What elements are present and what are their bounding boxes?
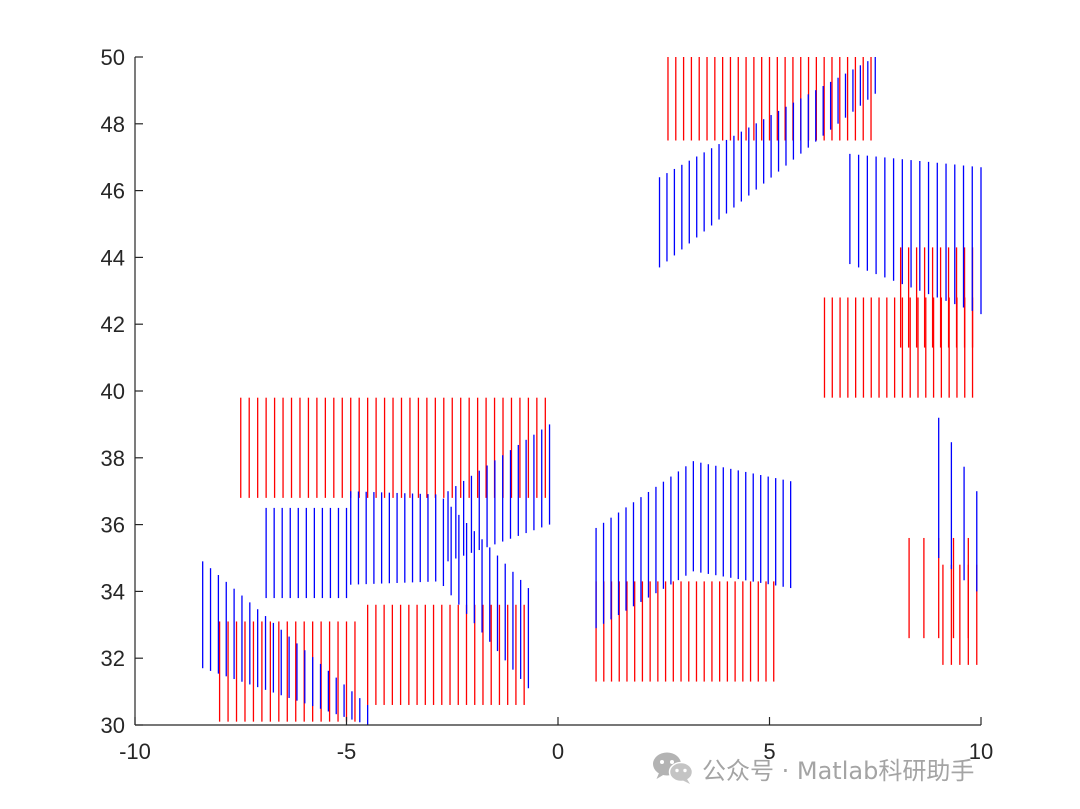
series-red-lower-left-b [366,604,525,705]
y-tick-label: 42 [101,312,125,337]
x-tick-label: -10 [119,739,151,764]
y-tick-label: 32 [101,646,125,671]
axes: -10 -5 0 5 10 30 32 34 36 38 40 42 44 46 48 50 [101,45,994,764]
series-red-top-middle [667,57,872,141]
y-tick-label: 30 [101,713,125,738]
series-blue-left-flat [265,507,348,599]
y-tick-label: 38 [101,446,125,471]
y-tick-label: 44 [101,245,125,270]
series-blue-middle-arc [595,461,792,629]
watermark-text: 公众号 · Matlab科研助手 [702,756,975,785]
y-tick-label: 48 [101,112,125,137]
y-tick-label: 40 [101,379,125,404]
errorbar-layer [202,57,982,725]
x-tick-label: 0 [552,739,564,764]
series-blue-right-narrow [938,417,978,592]
series-blue-top-diag [658,57,876,268]
x-tick-label: 5 [763,739,775,764]
series-red-lower-left-a [218,621,356,722]
series-blue-left-rising [447,424,551,562]
y-tick-label: 36 [101,513,125,538]
series-red-right-lower-b [942,564,978,665]
series-red-right-upper [823,297,974,398]
series-blue-right-scatter [849,153,982,315]
watermark: 公众号 · Matlab科研助手 [652,748,974,788]
y-tick-label: 34 [101,579,125,604]
x-tick-label: 10 [969,739,993,764]
y-tick-label: 46 [101,179,125,204]
x-tick-label: -5 [337,739,357,764]
y-tick-label: 50 [101,45,125,70]
wechat-icon [653,752,694,784]
series-blue-left-hump [350,491,530,689]
series-red-upper-left [240,397,546,498]
series-red-bottom-middle [595,581,775,682]
series-blue-lower-left-diag [202,561,369,725]
